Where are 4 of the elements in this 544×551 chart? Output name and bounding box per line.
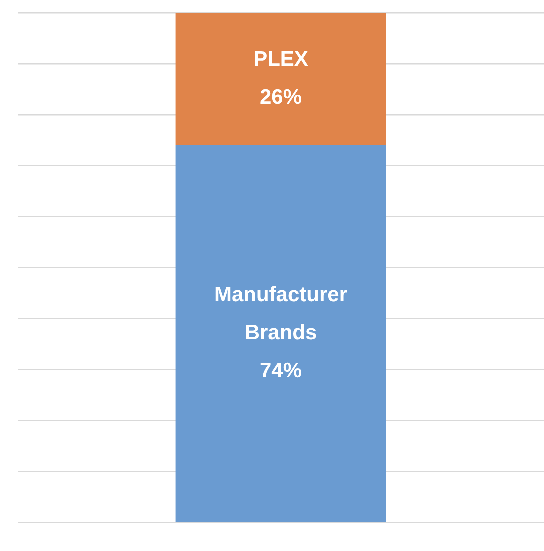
data-label: 26%	[260, 86, 302, 110]
series-label: PLEX	[254, 48, 308, 72]
data-label: 74%	[260, 360, 302, 383]
series-label: Manufacturer Brands	[214, 284, 348, 345]
